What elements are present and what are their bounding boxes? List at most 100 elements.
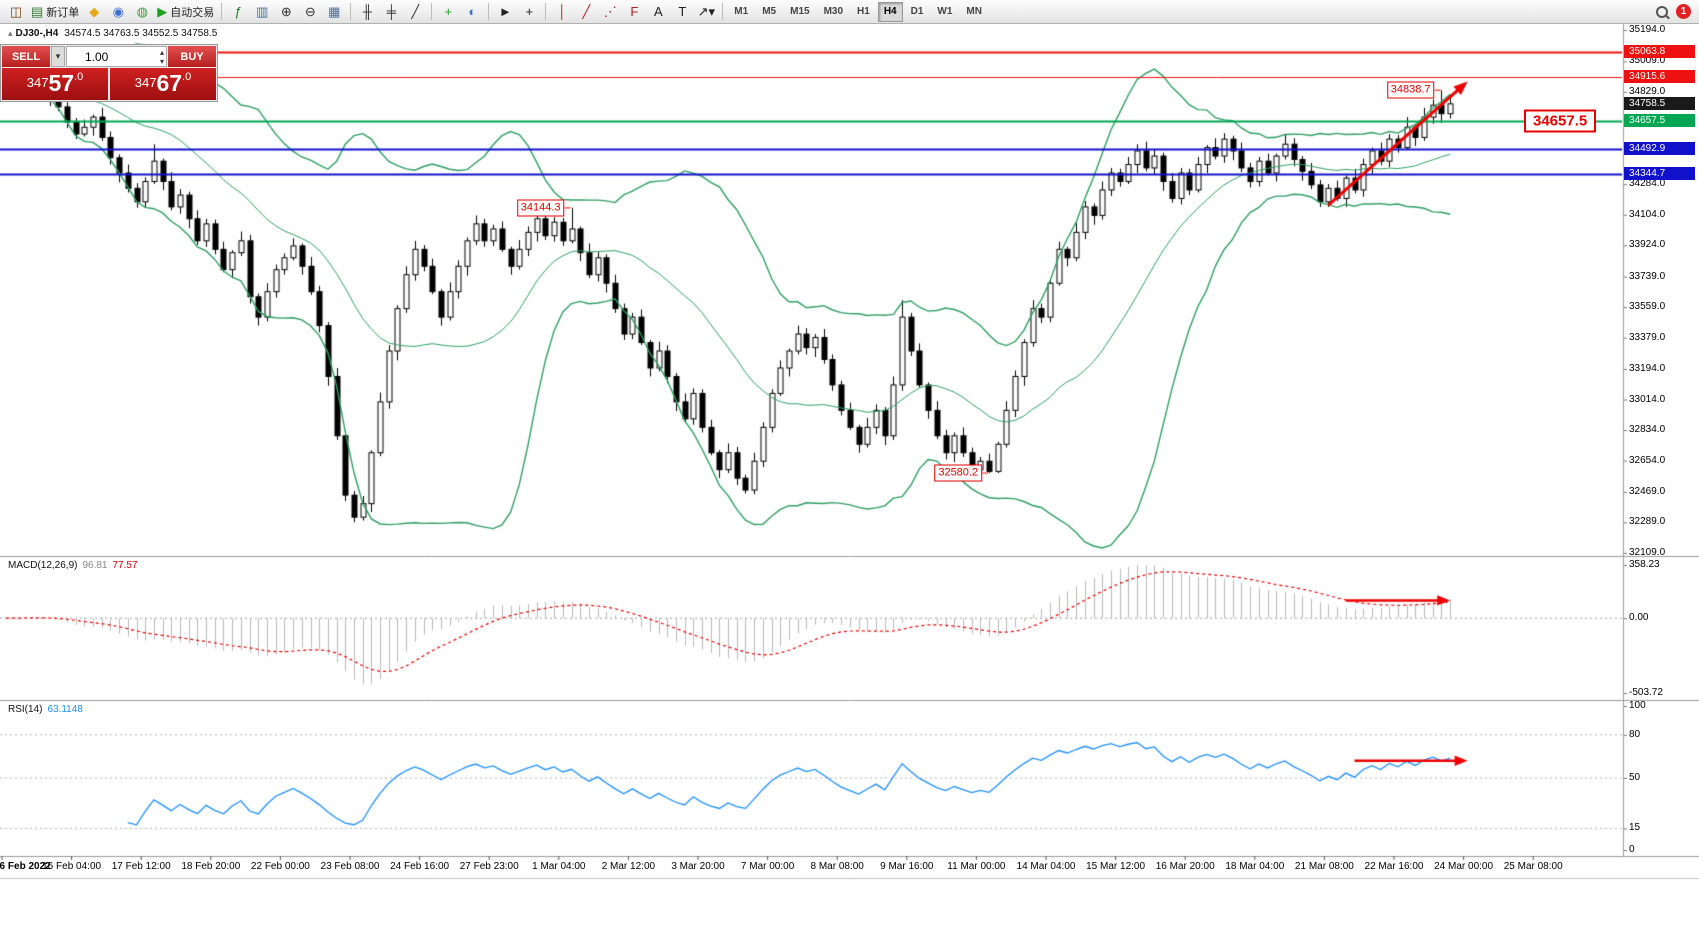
sell-button[interactable]: SELL [2, 46, 50, 67]
charts-window-icon[interactable]: ◫ [4, 2, 28, 22]
price-tag: 34492.9 [1624, 141, 1695, 155]
channel-icon[interactable]: ⋰ [598, 2, 622, 22]
community-icon[interactable]: ◉ [106, 2, 130, 22]
timeframe-mn[interactable]: MN [966, 6, 982, 17]
timeframe-m1[interactable]: M1 [734, 6, 749, 17]
timeframe-h1[interactable]: H1 [857, 6, 870, 17]
bar-chart-icon[interactable]: ╫ [355, 2, 379, 22]
price-annotation-label[interactable]: 34657.5 [1524, 109, 1597, 133]
price-axis-label: 32289.0 [1629, 516, 1666, 528]
toolbar-separator [221, 3, 223, 20]
new-chart-icon[interactable]: + [436, 2, 460, 22]
new-order-button-label: 新订单 [46, 6, 80, 19]
text-icon[interactable]: A [646, 2, 670, 22]
timeframe-d1[interactable]: D1 [910, 6, 924, 17]
data-window-icon: ▥ [256, 3, 269, 19]
new-order-icon: ▤ [31, 3, 44, 19]
price-axis-label: 34829.0 [1629, 85, 1666, 97]
zoom-in-icon[interactable]: ⊕ [274, 2, 298, 22]
time-axis-label: 16 Mar 20:00 [1155, 861, 1215, 872]
line-chart-icon[interactable]: ╱ [403, 2, 427, 22]
indicators-icon[interactable]: ƒ [226, 2, 250, 22]
chart-callout-label[interactable]: 34838.7 [1386, 81, 1435, 99]
chart-ohlc-values: 34574.5 34763.5 34552.5 34758.5 [64, 28, 218, 39]
timeframe-m15[interactable]: M15 [790, 6, 810, 17]
macd-value-signal: 77.57 [112, 560, 138, 571]
buy-button[interactable]: BUY [168, 46, 216, 67]
trendline-icon: ╱ [582, 3, 591, 19]
lot-size-field[interactable]: 1.00 ▴ ▾ [66, 46, 167, 67]
timeframe-h4[interactable]: H4 [877, 1, 903, 22]
mql5-icon: ◆ [89, 3, 100, 19]
timeframe-w1[interactable]: W1 [937, 6, 953, 17]
toolbar-separator [488, 3, 490, 20]
chart-callout-label[interactable]: 34144.3 [516, 199, 565, 217]
time-axis-label: 1 Mar 04:00 [532, 861, 586, 872]
time-axis-label: 14 Mar 04:00 [1016, 861, 1076, 872]
zoom-in-icon: ⊕ [280, 3, 292, 19]
macd-axis-label: -503.72 [1629, 687, 1663, 698]
timeframe-m5[interactable]: M5 [762, 6, 777, 17]
label-icon[interactable]: T [670, 2, 694, 22]
candlestick-chart-icon[interactable]: ╪ [379, 2, 403, 22]
time-axis-label: 9 Mar 16:00 [880, 861, 934, 872]
price-axis-label: 33379.0 [1629, 331, 1666, 343]
rsi-axis-label: 15 [1629, 822, 1641, 834]
lot-decrease-button[interactable]: ▾ [159, 56, 164, 66]
price-axis-label: 33014.0 [1629, 393, 1666, 405]
new-order-button[interactable]: ▤ 新订单 [28, 2, 82, 22]
vertical-line-icon[interactable]: │ [550, 2, 574, 22]
time-axis-label: 24 Mar 00:00 [1434, 861, 1494, 872]
time-axis-label: 21 Mar 08:00 [1294, 861, 1354, 872]
shapes-icon[interactable]: ↗▾ [694, 2, 718, 22]
indicators-icon: ƒ [234, 4, 242, 19]
autotrading-button-label: 自动交易 [170, 6, 215, 19]
charts-window-icon: ◫ [9, 3, 23, 19]
fibonacci-icon[interactable]: F [622, 2, 646, 22]
toolbar-separator [545, 3, 547, 20]
notification-badge[interactable]: 1 [1676, 4, 1691, 19]
zoom-out-icon[interactable]: ⊖ [298, 2, 322, 22]
rsi-axis-label: 50 [1629, 772, 1641, 783]
buy-price-button[interactable]: 347 67.0 [110, 68, 216, 100]
bar-chart-icon: ╫ [362, 4, 372, 19]
cursor-icon[interactable]: ► [493, 2, 517, 22]
new-chart-icon: + [444, 4, 453, 19]
data-window-icon[interactable]: ▥ [250, 2, 274, 22]
time-axis-label: 16 Feb 04:00 [42, 861, 102, 872]
time-axis-label: 22 Feb 00:00 [250, 861, 310, 872]
search-icon[interactable] [1656, 5, 1668, 18]
price-axis-label: 35194.0 [1629, 23, 1666, 35]
crosshair-icon[interactable]: + [517, 2, 541, 22]
time-axis-label: 24 Feb 16:00 [390, 861, 450, 872]
autotrading-button[interactable]: ▶ 自动交易 [154, 2, 217, 22]
toolbar: ◫ ▤ 新订单 ◆ ◉ ◍ ▶ 自动交易 ƒ ▥ ⊕ ⊖ ▦ ╫ ╪ ╱ + ◐ ► + │ ╱ ⋰ F A T ↗▾ M1 M5 M15… [0, 0, 1699, 24]
price-tag: 34915.6 [1624, 70, 1695, 84]
buy-price-prefix: 347 [134, 75, 157, 90]
timeframe-m30[interactable]: M30 [823, 6, 844, 17]
label-icon: T [678, 4, 687, 19]
shapes-icon: ↗▾ [697, 3, 715, 19]
time-axis-label: 22 Mar 16:00 [1364, 861, 1424, 872]
lot-spinner: ▴ ▾ [160, 48, 164, 66]
time-axis-label: 25 Mar 08:00 [1503, 861, 1563, 872]
price-axis-label: 33924.0 [1629, 239, 1666, 251]
chart-callout-label[interactable]: 32580.2 [934, 464, 983, 482]
time-axis-label: 16 Feb 2022 [0, 861, 51, 872]
price-axis-label: 32654.0 [1629, 454, 1666, 466]
price-axis[interactable]: 35194.035009.034829.034649.034469.034284… [1624, 24, 1699, 856]
macd-axis-label: 358.23 [1629, 559, 1660, 570]
trade-mode-dropdown[interactable]: ▾ [51, 46, 65, 67]
sell-price-button[interactable]: 347 57.0 [2, 68, 108, 100]
time-axis-label: 23 Feb 08:00 [320, 861, 380, 872]
rsi-axis-label: 80 [1629, 728, 1641, 740]
mql5-icon[interactable]: ◆ [82, 2, 106, 22]
period-icon[interactable]: ◐ [460, 2, 484, 22]
trendline-icon[interactable]: ╱ [574, 2, 598, 22]
tile-windows-icon[interactable]: ▦ [322, 2, 346, 22]
lot-increase-button[interactable]: ▴ [159, 47, 164, 57]
vertical-line-icon: │ [558, 4, 567, 19]
refresh-icon[interactable]: ◍ [130, 2, 154, 22]
